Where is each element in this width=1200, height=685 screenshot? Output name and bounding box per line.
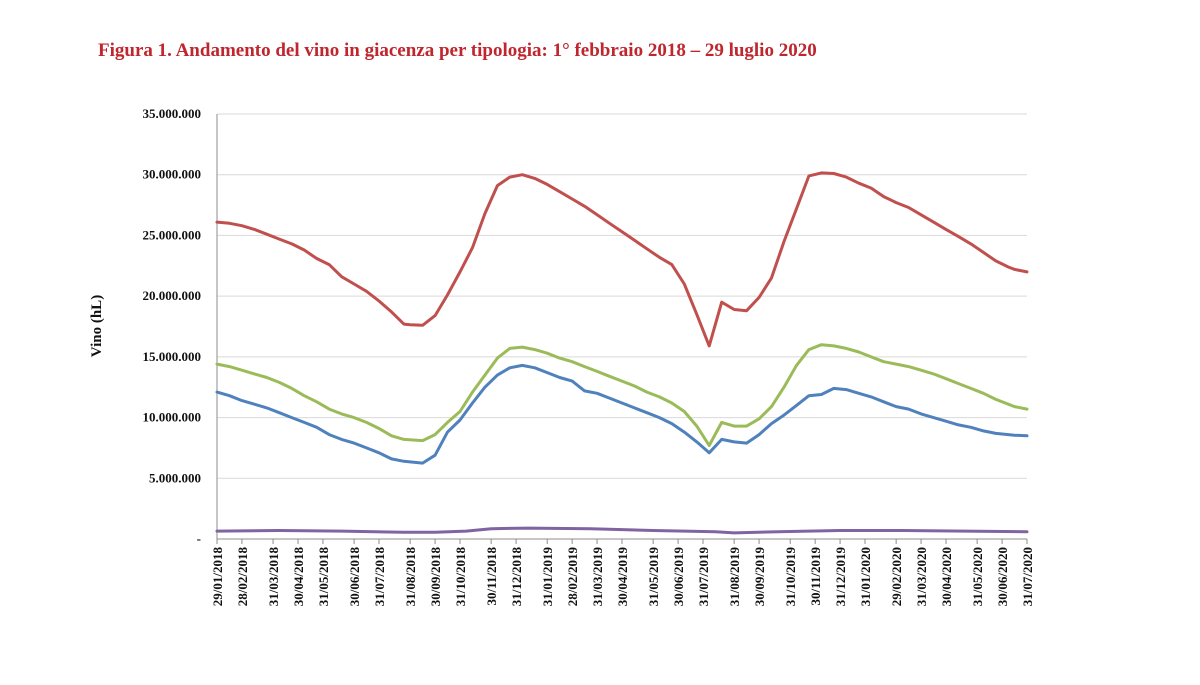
x-tick-label-5: 30/06/2018 xyxy=(347,547,362,607)
chart-title: Figura 1. Andamento del vino in giacenza… xyxy=(98,40,817,61)
y-axis-label: Vino (hL) xyxy=(89,295,105,357)
x-axis-ticks: 29/01/2018 28/02/2018 31/03/2018 30/04/2018… xyxy=(210,547,1035,607)
y-tick-label-7: 35.000.000 xyxy=(143,106,202,121)
x-tick-label-16: 31/05/2019 xyxy=(646,547,661,607)
y-tick-label-2: 10.000.000 xyxy=(143,410,202,425)
x-tick-label-30: 31/07/2020 xyxy=(1020,547,1035,606)
series-line-rosso xyxy=(215,171,1029,348)
axes xyxy=(216,114,1028,544)
x-tick-label-7: 31/08/2018 xyxy=(403,547,418,607)
series-group xyxy=(215,171,1029,535)
y-tick-label-5: 25.000.000 xyxy=(143,227,202,242)
x-tick-label-28: 31/05/2020 xyxy=(970,547,985,606)
x-tick-label-17: 30/06/2019 xyxy=(671,547,686,607)
series-line-altro xyxy=(215,363,1029,465)
x-tick-label-27: 30/04/2020 xyxy=(939,547,954,606)
y-tick-label-6: 30.000.000 xyxy=(143,167,202,182)
x-tick-label-23: 31/12/2019 xyxy=(833,547,848,607)
y-tick-label-1: 5.000.000 xyxy=(149,470,201,485)
x-tick-label-25: 29/02/2020 xyxy=(889,547,904,606)
x-tick-label-14: 31/03/2019 xyxy=(590,547,605,607)
x-tick-label-20: 30/09/2019 xyxy=(752,547,767,607)
gridlines xyxy=(217,113,1027,479)
y-tick-label-0: - xyxy=(197,531,201,546)
x-tick-label-3: 30/04/2018 xyxy=(291,547,306,607)
x-tick-label-9: 31/10/2018 xyxy=(453,547,468,607)
x-tick-label-18: 31/07/2019 xyxy=(696,547,711,607)
x-tick-label-1: 28/02/2018 xyxy=(235,547,250,607)
x-tick-label-10: 30/11/2018 xyxy=(484,547,499,606)
x-tick-label-6: 31/07/2018 xyxy=(372,547,387,607)
series-line-bianco xyxy=(215,343,1029,447)
x-tick-label-26: 31/03/2020 xyxy=(914,547,929,606)
y-tick-label-4: 20.000.000 xyxy=(143,288,202,303)
y-tick-label-3: 15.000.000 xyxy=(143,349,202,364)
x-tick-label-29: 30/06/2020 xyxy=(995,547,1010,606)
x-tick-label-19: 31/08/2019 xyxy=(727,547,742,607)
x-tick-label-0: 29/01/2018 xyxy=(210,547,225,607)
x-tick-label-13: 28/02/2019 xyxy=(565,547,580,607)
x-tick-label-22: 30/11/2019 xyxy=(808,547,823,606)
x-tick-label-11: 31/12/2018 xyxy=(509,547,524,607)
x-tick-label-4: 31/05/2018 xyxy=(316,547,331,607)
x-tick-label-24: 31/01/2020 xyxy=(858,547,873,606)
y-axis-ticks: - 5.000.000 10.000.000 15.000.000 20.000.000… xyxy=(143,106,202,546)
x-tick-label-21: 31/10/2019 xyxy=(783,547,798,607)
x-tick-label-15: 30/04/2019 xyxy=(615,547,630,607)
x-tick-label-2: 31/03/2018 xyxy=(266,547,281,607)
series-line-non-specificato xyxy=(215,526,1029,535)
x-tick-label-8: 30/09/2018 xyxy=(428,547,443,607)
x-tick-label-12: 31/01/2019 xyxy=(540,547,555,607)
